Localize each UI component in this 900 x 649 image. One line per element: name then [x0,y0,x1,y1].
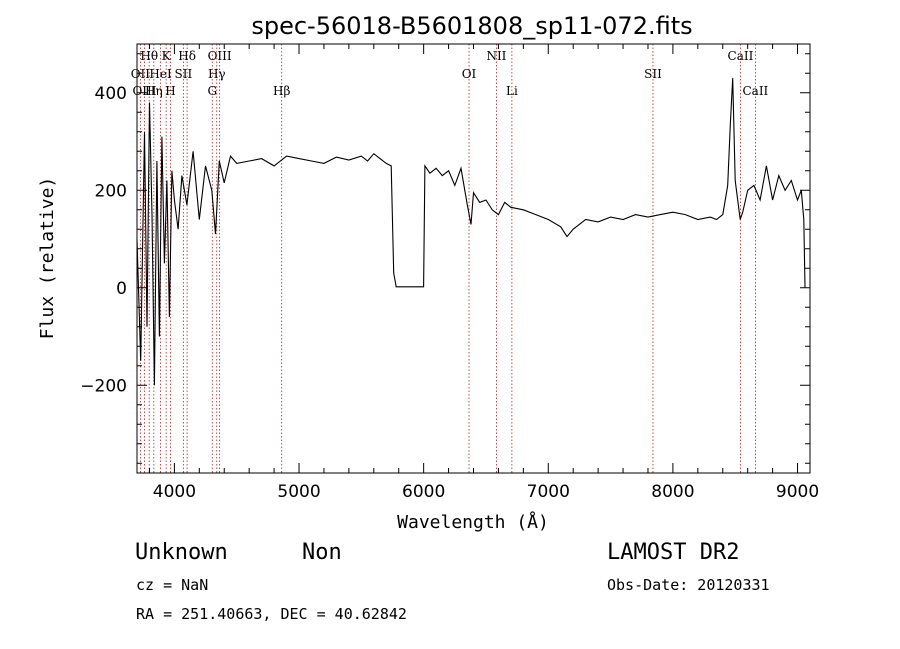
line-label-16: Hβ [273,84,290,98]
object-subclass: Non [302,540,342,565]
line-label-17: Li [506,84,518,98]
line-label-12: OIII [132,84,156,98]
line-label-5: CaII [728,49,754,63]
line-label-0: Hθ [140,49,158,63]
observation-date: Obs-Date: 20120331 [607,576,770,594]
x-tick-label-5000: 5000 [277,482,320,502]
x-tick-label-6000: 6000 [402,482,445,502]
line-label-2: Hδ [178,49,196,63]
line-label-7: HeI [149,67,172,81]
y-tick-label-0: 0 [116,279,127,299]
line-label-3: OIII [208,49,232,63]
x-axis-label: Wavelength (Å) [397,511,549,533]
redshift-cz: cz = NaN [136,576,208,594]
line-label-6: OII [131,67,151,81]
line-label-4: NII [486,49,506,63]
y-tick-label-200: 200 [95,181,127,201]
spectrum-line-0 [136,78,806,386]
coordinates: RA = 251.40663, DEC = 40.62842 [136,605,407,623]
y-axis-label: Flux (relative) [37,177,58,340]
x-tick-label-4000: 4000 [153,482,196,502]
line-label-10: OI [462,67,477,81]
line-label-1: K [162,49,172,63]
survey-name: LAMOST DR2 [607,540,739,565]
plot-frame [136,43,811,474]
line-label-15: G [207,84,217,98]
y-tick-label-400: 400 [95,84,127,104]
x-tick-label-7000: 7000 [527,482,570,502]
line-label-18: CaII [742,84,768,98]
line-label-9: Hγ [208,67,226,81]
chart-title: spec-56018-B5601808_sp11-072.fits [251,12,692,40]
line-label-8: SII [175,67,193,81]
x-tick-label-8000: 8000 [651,482,694,502]
line-label-13: Hη [145,84,163,98]
y-tick-label--200: −200 [80,376,127,396]
axis-ticks: 4000 5000 6000 7000 8000 9000 −200 0 200 400 [80,44,819,502]
object-class: Unknown [135,540,228,565]
spectrum-series [136,78,806,386]
line-label-11: SII [644,67,662,81]
line-label-14: H [165,84,175,98]
x-tick-label-9000: 9000 [776,482,819,502]
